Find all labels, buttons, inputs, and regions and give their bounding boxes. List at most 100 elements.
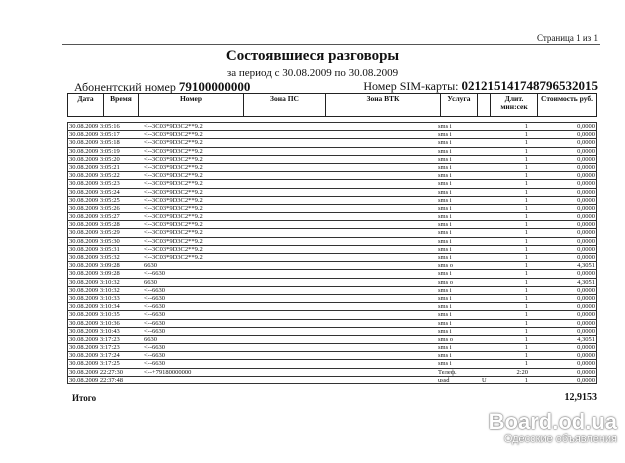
- cell-duration: 1: [524, 327, 528, 335]
- cell-datetime: 30.08.2009 3:17:24: [69, 352, 120, 360]
- cell-service: sms i: [438, 188, 452, 196]
- cell-number: <--3C03*9D3C2**9.2: [144, 155, 203, 163]
- cell-number: <--+79180000000: [144, 368, 192, 376]
- cell-datetime: 30.08.2009 3:17:23: [69, 344, 120, 352]
- cell-duration: 1: [524, 294, 528, 302]
- cell-cost: 0,0000: [577, 270, 595, 278]
- cell-cost: 0,0000: [577, 303, 595, 311]
- divider: [62, 44, 600, 45]
- cell-datetime: 30.08.2009 3:10:34: [69, 303, 120, 311]
- cell-cost: 0,0000: [577, 319, 595, 327]
- cell-cost: 0,0000: [577, 221, 595, 229]
- cell-number: <--3C03*9D3C2**9.2: [144, 180, 203, 188]
- cell-service: sms i: [438, 327, 452, 335]
- cell-service: sms i: [438, 286, 452, 294]
- cell-datetime: 30.08.2009 3:05:17: [69, 131, 120, 139]
- cell-datetime: 30.08.2009 3:05:24: [69, 188, 120, 196]
- col-time: Время: [104, 94, 139, 116]
- cell-duration: 1: [524, 344, 528, 352]
- watermark-logo: Board.od.ua Одесские объявления: [489, 409, 617, 445]
- cell-duration: 1: [524, 254, 528, 261]
- table-row: 30.08.2009 3:10:36 <--6630 sms i 1 0,0000: [67, 318, 597, 327]
- cell-service: sms i: [438, 254, 452, 261]
- cell-datetime: 30.08.2009 3:05:20: [69, 155, 120, 163]
- cell-duration: 1: [524, 376, 528, 384]
- cell-number: <--3C03*9D3C2**9.2: [144, 213, 203, 221]
- account-number: 79100000000: [178, 79, 251, 94]
- table-row: 30.08.2009 3:10:34 <--6630 sms i 1 0,0000: [67, 302, 597, 311]
- cell-number: <--6630: [144, 327, 165, 335]
- cell-datetime: 30.08.2009 3:10:43: [69, 327, 120, 335]
- cell-number: <--3C03*9D3C2**9.2: [144, 188, 203, 196]
- cell-duration: 1: [524, 172, 528, 180]
- cell-duration: 1: [524, 123, 528, 130]
- cell-cost: 0,0000: [577, 344, 595, 352]
- cell-datetime: 30.08.2009 3:09:28: [69, 270, 120, 278]
- cell-duration: 1: [524, 278, 528, 286]
- cell-datetime: 30.08.2009 3:05:19: [69, 147, 120, 155]
- cell-datetime: 30.08.2009 3:17:25: [69, 360, 120, 368]
- cell-number: <--3C03*9D3C2**9.2: [144, 172, 203, 180]
- cell-duration: 1: [524, 245, 528, 253]
- cell-duration: 1: [524, 180, 528, 188]
- watermark-line2: Одесские объявления: [503, 433, 617, 445]
- cell-service: sms i: [438, 139, 452, 147]
- cell-duration: 1: [524, 147, 528, 155]
- cell-service: ussd: [438, 376, 450, 384]
- page-number: Страница 1 из 1: [537, 33, 598, 43]
- cell-service: sms i: [438, 311, 452, 319]
- cell-service: sms i: [438, 303, 452, 311]
- table-row: 30.08.2009 3:10:33 <--6630 sms i 1 0,0000: [67, 293, 597, 303]
- cell-cost: 0,0000: [577, 204, 595, 212]
- cell-duration: 1: [524, 311, 528, 319]
- table-row: 30.08.2009 3:17:25 <--6630 sms i 1 0,0000: [67, 359, 597, 368]
- cell-cost: 0,0000: [577, 188, 595, 196]
- cell-cost: 0,0000: [577, 376, 595, 384]
- cell-cost: 0,0000: [577, 237, 595, 245]
- cell-duration: 1: [524, 163, 528, 171]
- total-value: 12,9153: [564, 392, 598, 403]
- table-row: 30.08.2009 3:17:23 6630 sms o 1 4,3051: [67, 334, 597, 344]
- cell-duration: 1: [524, 131, 528, 139]
- cell-service: sms o: [438, 335, 453, 343]
- cell-number: <--3C03*9D3C2**9.2: [144, 254, 203, 261]
- col-service: Услуга: [441, 94, 478, 116]
- account-label: Абонентский номер: [74, 80, 176, 94]
- table-header: Дата Время Номер Зона ПС Зона ВТК Услуга…: [67, 93, 597, 117]
- sim-info: Номер SIM-карты: 0212151417487965320​15: [363, 78, 598, 94]
- cell-service: sms i: [438, 131, 452, 139]
- cell-cost: 0,0000: [577, 139, 595, 147]
- cell-duration: 2:20: [516, 368, 528, 376]
- cell-service: sms i: [438, 344, 452, 352]
- cell-service: sms i: [438, 360, 452, 368]
- cell-number: 6630: [144, 262, 157, 270]
- table-row: 30.08.2009 3:05:28 <--3C03*9D3C2**9.2 sms …: [67, 220, 597, 229]
- cell-number: <--6630: [144, 286, 165, 294]
- cell-duration: 1: [524, 188, 528, 196]
- cell-datetime: 30.08.2009 3:05:21: [69, 163, 120, 171]
- table-row: 30.08.2009 3:10:32 6630 sms o 1 4,3051: [67, 277, 597, 286]
- table-row: 30.08.2009 3:09:28 <--6630 sms i 1 0,0000: [67, 269, 597, 278]
- cell-number: <--6630: [144, 360, 165, 368]
- col-cost: Стоимость руб.: [541, 94, 593, 103]
- table-row: 30.08.2009 3:09:28 6630 sms o 1 4,3051: [67, 261, 597, 270]
- cell-number: <--6630: [144, 270, 165, 278]
- cell-datetime: 30.08.2009 3:05:18: [69, 139, 120, 147]
- table-row: 30.08.2009 3:05:31 <--3C03*9D3C2**9.2 sms …: [67, 244, 597, 253]
- table-row: 30.08.2009 3:05:20 <--3C03*9D3C2**9.2 sms …: [67, 154, 597, 163]
- cell-service: sms i: [438, 123, 452, 130]
- table-row: 30.08.2009 3:05:25 <--3C03*9D3C2**9.2 sms …: [67, 195, 597, 204]
- cell-service: sms i: [438, 180, 452, 188]
- table-row: 30.08.2009 3:05:17 <--3C03*9D3C2**9.2 sms …: [67, 130, 597, 139]
- cell-cost: 0,0000: [577, 172, 595, 180]
- cell-number: <--3C03*9D3C2**9.2: [144, 221, 203, 229]
- cell-datetime: 30.08.2009 3:05:32: [69, 254, 120, 261]
- cell-number: <--6630: [144, 294, 165, 302]
- table-row: 30.08.2009 3:10:35 <--6630 sms i 1 0,0000: [67, 310, 597, 319]
- cell-cost: 0,0000: [577, 245, 595, 253]
- table-row: 30.08.2009 3:17:23 <--6630 sms i 1 0,0000: [67, 343, 597, 352]
- cell-number: <--3C03*9D3C2**9.2: [144, 237, 203, 245]
- cell-flag: U: [482, 376, 487, 384]
- cell-number: 6630: [144, 335, 157, 343]
- col-flag: [478, 94, 491, 116]
